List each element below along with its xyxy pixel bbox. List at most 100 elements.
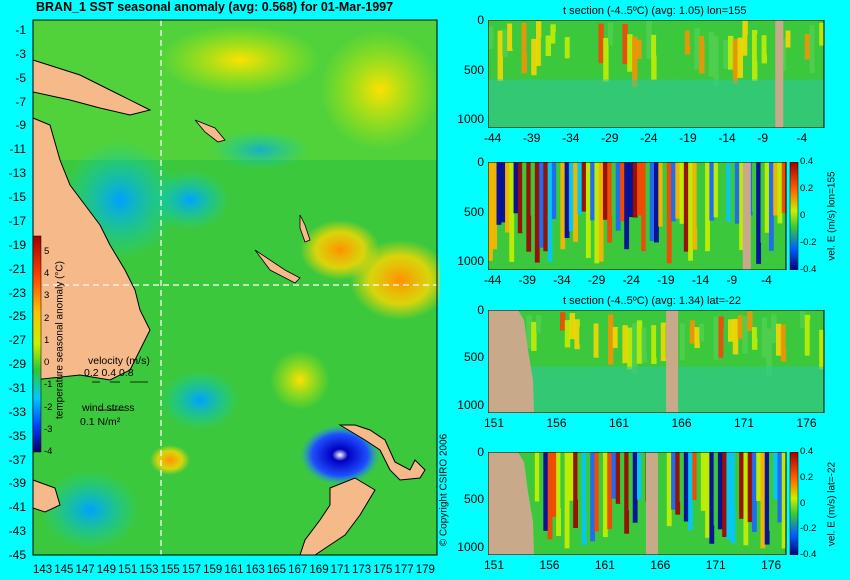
velocity-cbar-tick: -0.2 [800,237,817,248]
panel-x-tick: -19 [679,131,697,145]
panel-y-tick: 1000 [457,112,484,127]
main-x-tick: 145 [54,564,74,576]
panel-x-tick: -39 [523,131,541,145]
section-heatmap [488,310,825,413]
velocity-cbar-tick: 0.2 [800,183,814,194]
panel-title: t section (-4..5ºC) (avg: 1.34) lat=-22 [563,295,741,307]
panel-y-tick: 0 [477,445,484,459]
main-x-tick: 175 [373,564,393,576]
panel-x-tick: 176 [796,416,817,430]
main-x-tick: 173 [351,564,372,576]
main-x-tick: 159 [203,564,223,576]
main-y-tick: -45 [8,548,26,562]
velocity-cbar-tick: -0.4 [800,549,817,560]
panel-x-tick: -24 [640,131,658,145]
panel-x-tick: 161 [594,558,615,572]
panel-y-tick: 0 [477,13,484,27]
panel-x-tick: 161 [608,416,630,430]
main-map [32,19,440,556]
main-y-tick: -27 [8,333,26,348]
main-x-tick: 153 [139,564,159,576]
panel-x-tick: 156 [546,416,567,430]
main-y-tick: -31 [8,380,26,395]
colorbar-tick: 5 [44,246,50,257]
section-heatmap [488,452,799,555]
main-y-tick: -3 [15,46,26,61]
main-y-tick: -23 [8,285,26,300]
velocity-legend-label: velocity (m/s) [88,355,150,367]
panel-y-tick: 0 [477,303,484,317]
main-y-tick: -35 [8,428,26,443]
panel-side-label: vel. E (m/s) lat=-22 [826,461,838,546]
main-x-tick: 169 [309,564,329,576]
main-y-tick: -29 [8,357,26,372]
panel-x-tick: 171 [705,558,726,572]
panel-x-tick: -29 [587,273,606,287]
main-y-tick: -5 [15,70,26,85]
panel-x-tick: -44 [484,273,502,287]
main-y-tick: -13 [8,166,26,181]
panel-x-tick: -9 [726,273,738,287]
velocity-colorbar [789,162,799,270]
colorbar-tick: -1 [44,379,53,391]
main-x-tick: 149 [96,564,116,576]
section-heatmap [488,20,825,128]
main-y-tick: -9 [15,118,26,133]
velocity-cbar-tick: 0.2 [800,471,814,483]
main-x-tick: 157 [181,564,202,576]
velocity-cbar-tick: 0.4 [800,446,814,457]
velocity-cbar-tick: 0.4 [800,156,814,167]
velocity-legend-values: 0.2 0.4 0.8 [84,367,134,379]
panel-y-tick: 0 [477,155,484,169]
panel-x-tick: 156 [539,558,560,572]
main-y-tick: -11 [9,142,26,157]
main-y-tick: -7 [15,94,26,109]
panel-side-label: vel. E (m/s) lon=155 [826,171,838,261]
colorbar-tick: 3 [44,290,50,302]
velocity-cbar-tick: 0 [800,210,806,221]
wind-legend-value: 0.1 N/m² [80,416,121,428]
wind-legend-label: wind stress [82,402,135,414]
panel-y-tick: 500 [463,62,484,77]
main-colorbar [32,235,42,453]
section-heatmap [488,162,799,270]
main-x-tick: 147 [75,564,95,576]
main-x-tick: 163 [245,564,265,576]
panel-y-tick: 500 [463,492,484,507]
panel-x-tick: -19 [657,273,675,287]
main-y-tick: -37 [8,452,26,467]
main-y-tick: -21 [8,261,26,276]
panel-x-tick: -24 [622,273,640,287]
main-colorbar-ticks: 5 4 3 2 1 0 -1 -2 -3 -4 [44,236,64,457]
panel-x-tick: -34 [562,131,580,145]
panel-y-tick: 1000 [457,397,484,412]
main-x-tick: 177 [394,564,414,576]
panel-x-tick: 151 [484,416,505,430]
colorbar-tick: -2 [44,401,53,413]
colorbar-tick: -4 [44,446,53,457]
main-colorbar-label: temperature seasonal anomaly (°C) [54,261,66,419]
velocity-cbar-tick: -0.2 [800,523,817,535]
panel-x-tick: -14 [691,273,710,287]
main-x-tick: 167 [288,564,308,576]
panel-x-tick: 176 [761,558,782,572]
colorbar-tick: 4 [44,268,50,280]
colorbar-tick: -3 [44,423,53,435]
main-y-tick: -41 [8,500,26,515]
colorbar-tick: 1 [44,334,50,346]
panel-title: t section (-4..5ºC) (avg: 1.05) lon=155 [563,5,747,17]
panel-x-tick: -14 [718,131,736,145]
main-y-axis: -1 -3 -5 -7 -9 -11 -13 -15 -17 -19 -21 -23 -25 -27 -29… [0,20,30,562]
velocity-cbar-tick: -0.4 [800,264,817,275]
panel-x-tick: -34 [553,273,571,287]
main-y-tick: -17 [8,213,26,228]
main-y-tick: -25 [8,309,26,324]
main-x-tick: 179 [415,564,435,576]
main-x-tick: 143 [33,564,53,576]
panel-x-tick: -44 [484,131,502,145]
panel-y-tick: 1000 [457,254,484,269]
main-x-tick: 171 [330,564,350,576]
panel-y-tick: 1000 [457,539,484,554]
panel-x-tick: -29 [601,131,619,145]
panel-x-tick: -39 [518,273,536,287]
